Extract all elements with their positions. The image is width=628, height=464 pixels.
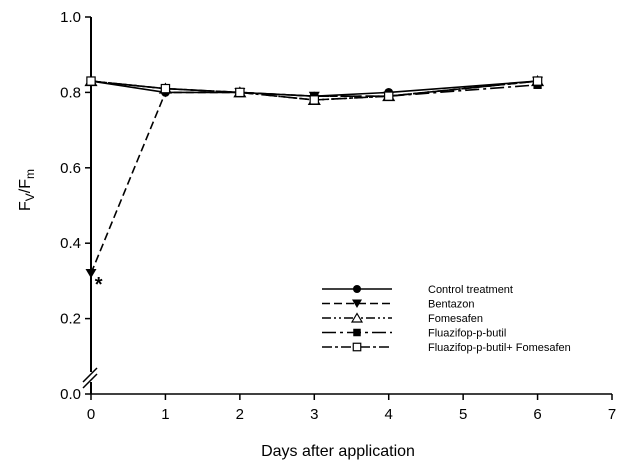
x-tick-label: 7: [608, 406, 616, 423]
series-line: [90, 80, 538, 101]
annotation-asterisk: *: [95, 274, 103, 296]
data-point-marker: [85, 268, 97, 279]
legend-label: Control treatment: [428, 284, 513, 296]
y-tick-label: 0.0: [60, 386, 81, 403]
y-tick-label: 0.4: [60, 235, 81, 252]
data-point-marker: [235, 87, 245, 98]
y-axis-title-sub2: m: [23, 169, 37, 179]
x-tick-label: 3: [310, 406, 318, 423]
x-tick-label: 2: [236, 406, 244, 423]
y-axis-title-base2: F: [17, 179, 34, 189]
y-axis-break-mark-1: [82, 367, 98, 383]
x-tick-label: 1: [161, 406, 169, 423]
legend-label: Bentazon: [428, 299, 474, 311]
y-axis-break-mark-2: [82, 373, 98, 389]
data-point-marker: [352, 342, 362, 352]
y-tick-label: 0.6: [60, 160, 81, 177]
axes: 0.0 0.2 0.4 0.6 0.8 1.0 0 1 2 3 4 5 6 7: [60, 9, 616, 423]
y-axis-title: FV/Fm: [17, 169, 37, 211]
series-line: [90, 80, 538, 274]
data-point-marker: [353, 285, 361, 293]
x-tick-label: 5: [459, 406, 467, 423]
legend-label: Fluazifop-p-butil+ Fomesafen: [428, 342, 571, 354]
y-tick-label: 1.0: [60, 9, 81, 26]
data-point-marker: [309, 95, 320, 105]
x-tick-label: 0: [87, 406, 95, 423]
series-markers: [84, 74, 545, 279]
data-point-marker: [352, 299, 362, 308]
data-point-marker: [160, 83, 171, 94]
data-point-marker: [353, 328, 361, 337]
legend-label: Fluazifop-p-butil: [428, 328, 506, 340]
data-point-marker: [532, 76, 543, 86]
series-lines: [90, 80, 538, 274]
y-tick-label: 0.2: [60, 311, 81, 328]
y-axis-title-sep: /: [17, 188, 34, 193]
x-axis-title: Days after application: [261, 443, 415, 460]
data-point-marker: [350, 312, 364, 323]
x-tick-label: 6: [533, 406, 541, 423]
legend-label: Fomesafen: [428, 313, 483, 325]
y-axis-title-base: F: [17, 201, 34, 211]
legend: Control treatment Bentazon Fomesafen Fluazi…: [322, 284, 571, 354]
y-axis-title-sub1: V: [23, 193, 37, 201]
x-tick-label: 4: [385, 406, 393, 423]
data-point-marker: [383, 91, 394, 101]
y-tick-label: 0.8: [60, 84, 81, 101]
data-point-marker: [86, 76, 96, 86]
